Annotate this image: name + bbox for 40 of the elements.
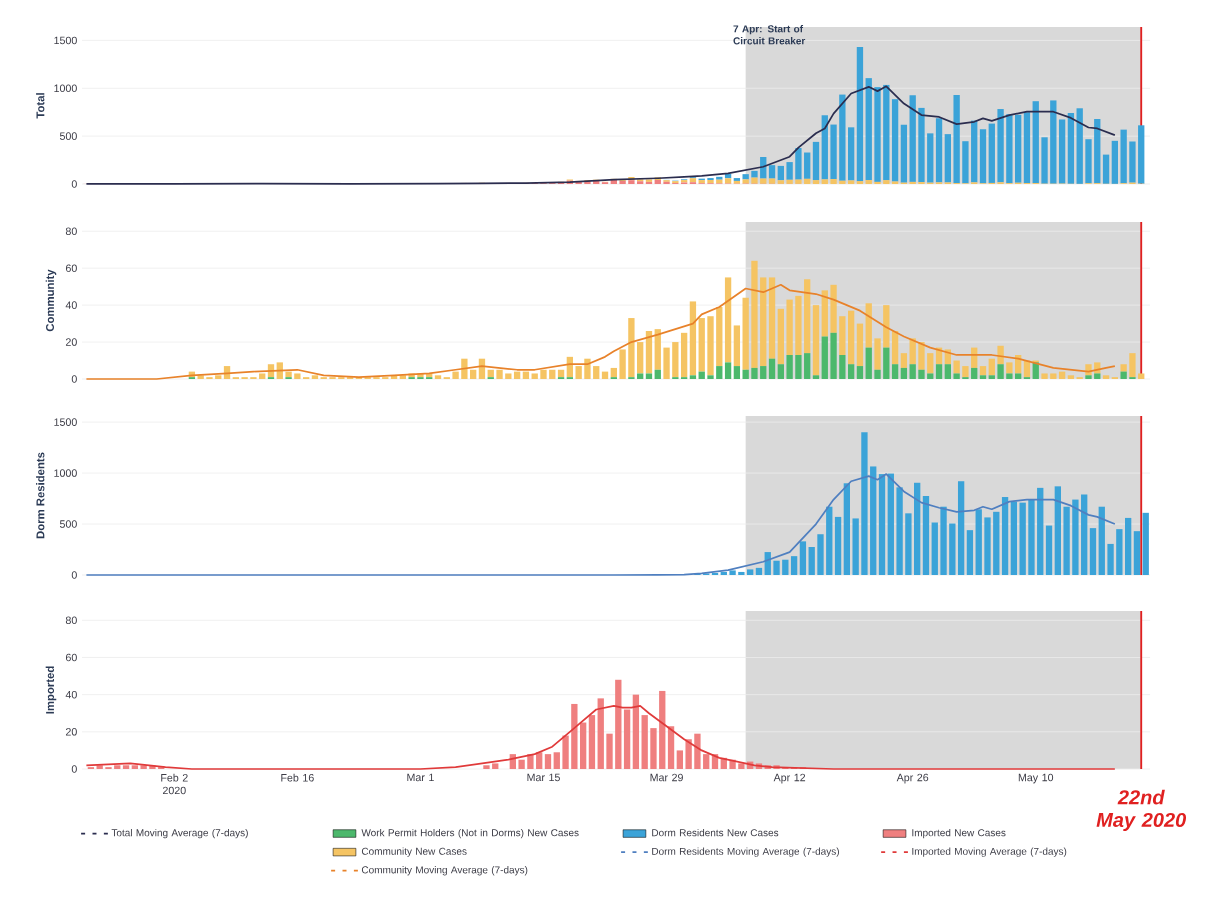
x-tick-label: Mar 1 [407,773,434,782]
legend-label: Dorm Residents Moving Average (7-days) [652,847,839,857]
y-axis-title: Dorm Residents [36,452,45,539]
legend-label: Imported New Cases [912,828,1006,839]
y-tick-label: 500 [59,520,77,528]
band-label: 7 Apr: Start of Circuit Breaker [733,25,806,45]
x-tick-label: Feb 2 2020 [161,773,188,795]
y-tick-label: 20 [65,728,77,736]
y-axis-title: Imported [45,666,57,714]
y-axis-title: Community [45,269,57,332]
y-tick-label: 40 [65,301,77,309]
y-tick-label: 0 [71,571,77,579]
legend-label: Total Moving Average (7-days) [111,828,248,839]
legend-label: Dorm Residents New Cases [652,828,779,837]
x-tick-label: Mar 15 [527,773,560,782]
y-tick-label: 1500 [54,36,77,45]
ref-line-label: 22nd May 2020 [1096,789,1187,832]
x-tick-label: Apr 26 [896,773,929,784]
y-tick-label: 0 [71,375,77,383]
x-tick-label: May 10 [1018,773,1054,784]
y-tick-label: 60 [65,264,77,272]
y-tick-label: 80 [65,227,77,236]
y-tick-label: 0 [71,765,77,773]
legend-label: Community Moving Average (7-days) [361,866,528,876]
y-tick-label: 500 [59,132,77,140]
y-tick-label: 20 [65,338,77,346]
legend-label: Imported Moving Average (7-days) [912,847,1067,857]
y-axis-title: Total [36,93,45,119]
y-tick-label: 1000 [54,84,77,93]
legend-label: Community New Cases [361,847,467,857]
x-tick-label: Feb 16 [281,773,314,782]
y-tick-label: 60 [65,653,77,662]
y-tick-label: 40 [65,690,77,699]
y-tick-label: 1500 [54,418,77,426]
y-tick-label: 80 [65,616,77,625]
legend-label: Work Permit Holders (Not in Dorms) New Cases [361,828,579,839]
y-tick-label: 0 [71,180,77,188]
y-tick-label: 1000 [54,469,77,477]
x-tick-label: Mar 29 [650,773,683,782]
x-tick-label: Apr 12 [773,773,806,784]
